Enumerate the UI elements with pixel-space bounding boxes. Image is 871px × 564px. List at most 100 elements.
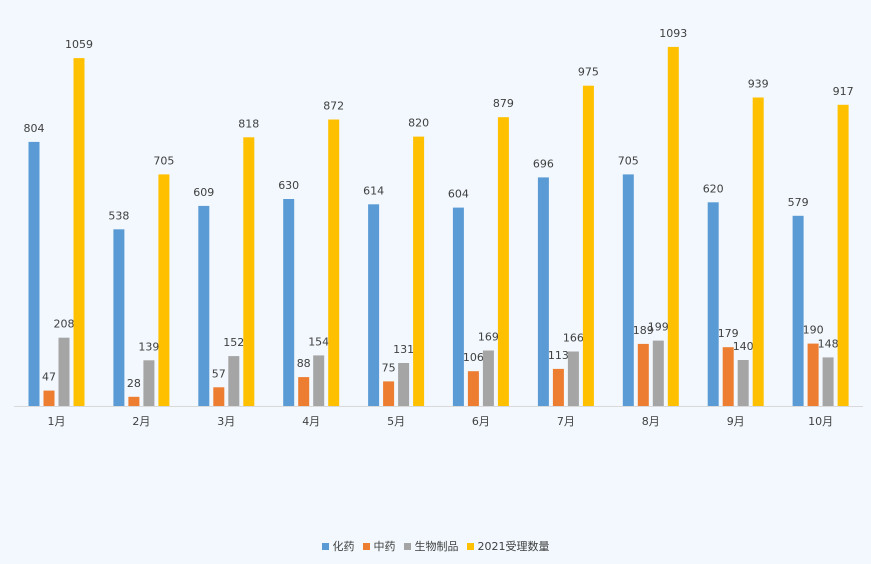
bar-4-2	[398, 363, 410, 406]
data-label-1-1: 28	[127, 377, 141, 390]
data-label-6-3: 975	[578, 66, 599, 79]
data-label-7-1: 189	[633, 324, 654, 337]
x-tick-label-5: 6月	[472, 415, 490, 428]
x-tick-label-1: 2月	[132, 415, 150, 428]
legend-swatch-2	[403, 542, 411, 550]
bar-8-0	[707, 202, 719, 406]
bar-5-0	[452, 207, 464, 406]
data-label-4-1: 75	[382, 361, 396, 374]
bar-7-3	[667, 46, 679, 407]
data-label-1-0: 538	[108, 209, 129, 222]
legend-item-0: 化药	[321, 538, 355, 554]
bar-2-2	[228, 356, 240, 406]
data-label-8-2: 140	[733, 340, 754, 353]
data-label-3-1: 88	[297, 357, 311, 370]
legend-label-1: 中药	[373, 540, 396, 553]
legend-label-0: 化药	[332, 540, 355, 553]
legend-swatch-3	[466, 542, 474, 550]
bar-6-2	[567, 351, 579, 406]
x-tick-label-7: 8月	[642, 415, 660, 428]
data-label-8-3: 939	[748, 78, 769, 91]
data-label-5-1: 106	[463, 351, 484, 364]
bar-4-0	[368, 204, 380, 406]
bar-8-1	[722, 347, 734, 406]
legend-swatch-1	[362, 542, 370, 550]
bar-8-2	[737, 360, 749, 406]
bar-3-1	[298, 377, 310, 406]
data-label-5-3: 879	[493, 97, 514, 110]
bar-5-1	[467, 371, 479, 406]
x-tick-label-4: 5月	[387, 415, 405, 428]
bar-7-1	[637, 343, 649, 406]
bar-1-2	[143, 360, 155, 406]
x-tick-label-0: 1月	[48, 415, 66, 428]
x-tick-label-9: 10月	[808, 415, 833, 428]
bar-1-0	[113, 229, 125, 406]
legend-item-2: 生物制品	[403, 538, 459, 554]
bar-0-0	[28, 141, 40, 406]
data-label-3-0: 630	[278, 179, 299, 192]
legend-item-1: 中药	[362, 538, 396, 554]
bar-9-2	[822, 357, 834, 406]
data-label-9-2: 148	[818, 337, 839, 350]
data-label-6-1: 113	[548, 349, 569, 362]
data-label-5-0: 604	[448, 188, 469, 201]
data-label-4-2: 131	[393, 343, 414, 356]
bar-2-0	[198, 205, 210, 406]
data-label-6-2: 166	[563, 332, 584, 345]
data-label-4-0: 614	[363, 184, 384, 197]
bar-7-2	[652, 340, 664, 406]
x-tick-label-8: 9月	[727, 415, 745, 428]
bar-4-1	[383, 381, 395, 406]
bar-6-0	[537, 177, 549, 406]
bar-0-2	[58, 337, 70, 406]
bar-3-3	[328, 119, 340, 406]
data-label-0-3: 1059	[65, 38, 93, 51]
data-label-0-0: 804	[24, 122, 45, 135]
bar-3-2	[313, 355, 325, 406]
data-label-2-0: 609	[193, 186, 214, 199]
bar-1-3	[158, 174, 170, 406]
data-label-9-0: 579	[788, 196, 809, 209]
bar-9-3	[837, 104, 849, 407]
bar-6-1	[552, 368, 564, 406]
bar-8-3	[752, 97, 764, 406]
legend-item-3: 2021受理数量	[466, 538, 550, 554]
data-label-5-2: 169	[478, 331, 499, 344]
data-label-3-3: 872	[323, 100, 344, 113]
data-label-2-1: 57	[212, 367, 226, 380]
bar-7-0	[622, 174, 634, 406]
data-label-1-3: 705	[153, 154, 174, 167]
data-label-7-0: 705	[618, 154, 639, 167]
data-label-8-0: 620	[703, 182, 724, 195]
data-label-9-3: 917	[833, 85, 854, 98]
bar-5-3	[497, 117, 509, 406]
bar-2-3	[243, 137, 255, 407]
data-label-4-3: 820	[408, 117, 429, 130]
data-label-3-2: 154	[308, 335, 329, 348]
legend-swatch-0	[321, 542, 329, 550]
data-label-9-1: 190	[803, 324, 824, 337]
data-label-0-2: 208	[54, 318, 75, 331]
data-label-7-2: 199	[648, 321, 669, 334]
data-label-2-2: 152	[223, 336, 244, 349]
bar-1-1	[128, 396, 140, 406]
bar-4-3	[413, 136, 425, 406]
data-label-1-2: 139	[138, 340, 159, 353]
legend-label-3: 2021受理数量	[477, 540, 550, 553]
x-tick-label-2: 3月	[217, 415, 235, 428]
bar-9-0	[792, 215, 804, 406]
bar-9-1	[807, 343, 819, 406]
x-tick-label-3: 4月	[302, 415, 320, 428]
data-label-6-0: 696	[533, 157, 554, 170]
bar-3-0	[283, 199, 295, 406]
legend-label-2: 生物制品	[414, 540, 459, 553]
data-label-2-3: 818	[238, 117, 259, 130]
bar-6-3	[582, 85, 594, 406]
x-tick-label-6: 7月	[557, 415, 575, 428]
data-label-7-3: 1093	[659, 27, 687, 40]
chart-legend: 化药 中药 生物制品 2021受理数量	[0, 538, 871, 554]
bar-5-2	[482, 350, 494, 406]
data-label-8-1: 179	[718, 327, 739, 340]
